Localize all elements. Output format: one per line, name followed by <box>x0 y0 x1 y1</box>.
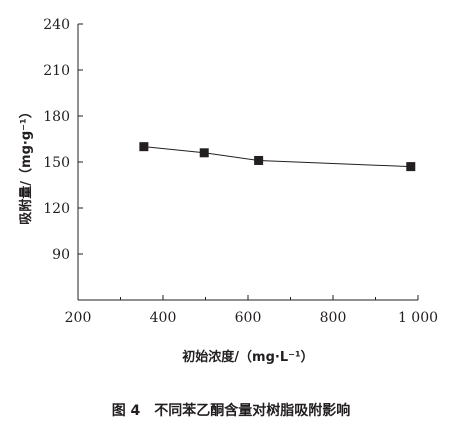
data-series <box>139 142 416 172</box>
y-axis-label: 吸附量/（mg·g⁻¹） <box>18 105 34 224</box>
y-tick-label: 90 <box>52 247 70 263</box>
y-tick-label: 180 <box>43 109 70 125</box>
y-tick-label: 120 <box>43 201 70 217</box>
x-tick-label: 200 <box>65 310 92 326</box>
x-axis-label: 初始浓度/（mg·L⁻¹） <box>182 349 313 365</box>
data-point <box>199 148 209 158</box>
y-axis-ticks: 90 120 150 180 210 240 <box>43 17 83 263</box>
y-tick-label: 210 <box>43 63 70 79</box>
data-point <box>254 155 264 165</box>
x-axis-ticks: 200 400 600 800 1 000 <box>65 295 438 326</box>
x-tick-label: 1 000 <box>398 310 438 326</box>
figure-caption: 图 4 不同苯乙酮含量对树脂吸附影响 <box>112 402 351 419</box>
x-tick-label: 600 <box>235 310 262 326</box>
x-tick-label: 800 <box>320 310 347 326</box>
data-point <box>406 162 416 172</box>
axes <box>77 24 418 301</box>
data-point <box>139 142 149 152</box>
series-line <box>143 146 411 168</box>
y-tick-label: 150 <box>43 155 70 171</box>
x-tick-label: 400 <box>150 310 177 326</box>
y-tick-label: 240 <box>43 17 70 33</box>
